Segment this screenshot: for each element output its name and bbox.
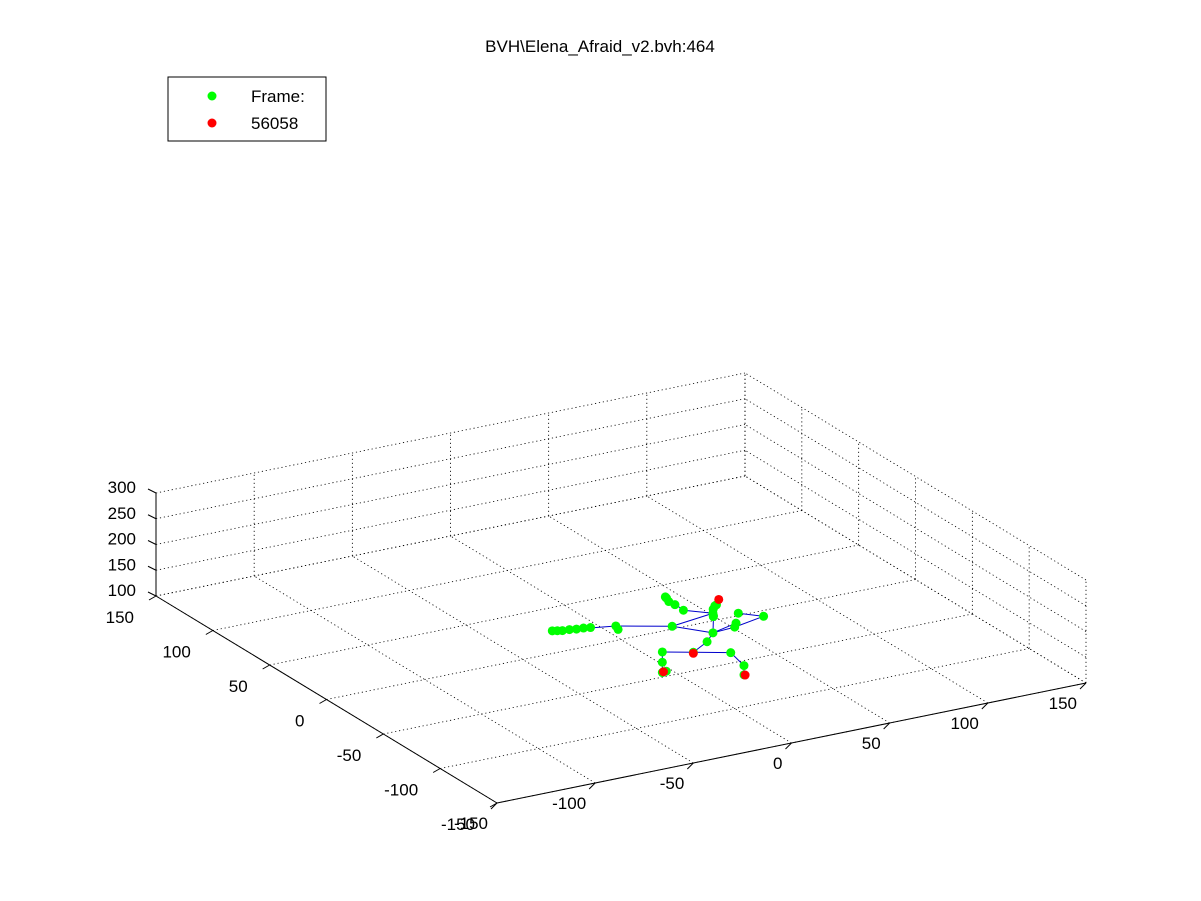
y-tick-label: -100 — [384, 781, 418, 800]
y-tick-label: 50 — [229, 677, 248, 696]
legend-marker-value — [207, 118, 217, 128]
z-tick-label: 250 — [108, 504, 136, 523]
x-tick-mark — [588, 782, 596, 790]
floor-grid-line — [440, 648, 1030, 769]
y-tick-label: 0 — [295, 712, 304, 731]
side-wall-grid-line — [744, 424, 1087, 632]
joint-point-green — [613, 624, 623, 634]
x-tick-mark — [1079, 682, 1087, 690]
floor-grid-line — [326, 579, 916, 700]
back-wall-grid-line — [155, 475, 746, 597]
joint-point-green — [730, 622, 740, 632]
z-tick-label: 200 — [108, 530, 136, 549]
joint-point-green — [708, 628, 718, 638]
legend: Frame: 56058 — [167, 76, 327, 142]
x-tick-label: 100 — [950, 714, 978, 733]
joint-point-green — [739, 661, 749, 671]
joint-point-green — [660, 592, 670, 602]
joint-point-green — [733, 608, 743, 618]
joint-point-green — [657, 647, 667, 657]
x-tick-mark — [981, 702, 989, 710]
skeleton-points — [547, 592, 769, 680]
y-tick-label: -50 — [337, 746, 362, 765]
z-tick-mark — [147, 591, 157, 597]
joint-point-green — [564, 625, 574, 635]
x-tick-mark — [686, 762, 694, 770]
chart-title: BVH\Elena_Afraid_v2.bvh:464 — [485, 37, 715, 56]
y-tick-mark — [376, 733, 384, 739]
back-wall-grid-line — [155, 449, 746, 571]
joint-point-green — [678, 605, 688, 615]
legend-label-value: 56058 — [251, 114, 298, 133]
y-tick-mark — [148, 595, 157, 601]
y-tick-mark — [319, 699, 327, 704]
joint-point-green — [702, 637, 712, 647]
back-wall-grid-line — [155, 372, 746, 494]
x-tick-mark — [785, 742, 792, 750]
x-tick-label: -150 — [454, 814, 488, 833]
y-tick-label: 150 — [106, 608, 134, 627]
z-tick-mark — [147, 514, 157, 520]
joint-point-green — [571, 624, 581, 634]
side-wall-grid-line — [744, 475, 1087, 684]
legend-label-frame: Frame: — [251, 87, 305, 106]
z-tick-mark — [147, 540, 157, 545]
joint-point-green — [726, 648, 736, 658]
z-tick-label: 150 — [108, 555, 136, 574]
joint-point-green — [657, 657, 667, 667]
skeleton-bone — [672, 625, 714, 634]
y-tick-mark — [489, 802, 498, 808]
x-tick-label: 50 — [862, 734, 881, 753]
joint-point-red — [714, 594, 724, 604]
skeleton-bone — [671, 612, 714, 627]
floor-grid-line — [212, 510, 802, 631]
y-tick-label: 100 — [162, 643, 190, 662]
joint-point-red — [658, 667, 668, 677]
joint-point-green — [667, 621, 677, 631]
joint-point-green — [586, 623, 596, 633]
joint-point-green — [547, 626, 557, 636]
y-tick-mark — [262, 664, 270, 670]
side-wall-grid-line — [744, 398, 1087, 607]
z-tick-label: 100 — [108, 581, 136, 600]
back-wall-grid-line — [155, 424, 746, 545]
axes: -150 -100 -50 0 50 100 150 -150 -100 -50 0 50 100 150… — [106, 478, 1087, 834]
z-tick-label: 300 — [108, 478, 136, 497]
joint-point-green — [578, 623, 588, 633]
x-tick-mark — [883, 722, 891, 730]
y-tick-label: -150 — [441, 815, 475, 834]
joint-point-green — [759, 611, 769, 621]
floor-grid-line — [269, 544, 859, 666]
y-tick-mark — [205, 630, 214, 635]
x-tick-label: -50 — [660, 774, 685, 793]
skeleton-bone — [683, 609, 714, 614]
z-tick-mark — [147, 488, 157, 494]
legend-box — [167, 76, 327, 142]
y-tick-mark — [432, 768, 441, 773]
joint-point-red — [740, 670, 750, 680]
legend-marker-frame — [207, 91, 217, 101]
x-tick-label: -100 — [552, 794, 586, 813]
floor-grid-line — [383, 613, 973, 735]
x-tick-label: 150 — [1049, 694, 1077, 713]
z-tick-mark — [147, 565, 157, 571]
side-wall-grid-line — [744, 372, 1087, 581]
back-wall-grid-line — [155, 398, 746, 520]
side-wall-grid-line — [744, 449, 1087, 658]
joint-point-green — [708, 612, 718, 622]
joint-point-red — [688, 648, 698, 658]
x-tick-label: 0 — [773, 754, 782, 773]
